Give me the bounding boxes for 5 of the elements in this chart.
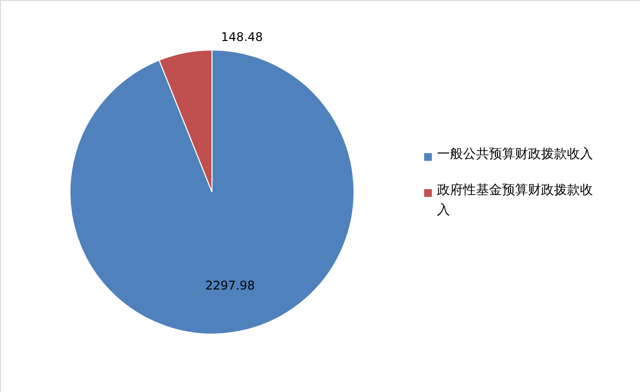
data-label: 2297.98 [205,278,255,292]
legend-label: 政府性基金预算财政拨款收入 [437,182,593,218]
data-label: 148.48 [220,30,263,44]
legend-label: 一般公共预算财政拨款收入 [437,147,593,162]
pie-slice [70,50,354,334]
